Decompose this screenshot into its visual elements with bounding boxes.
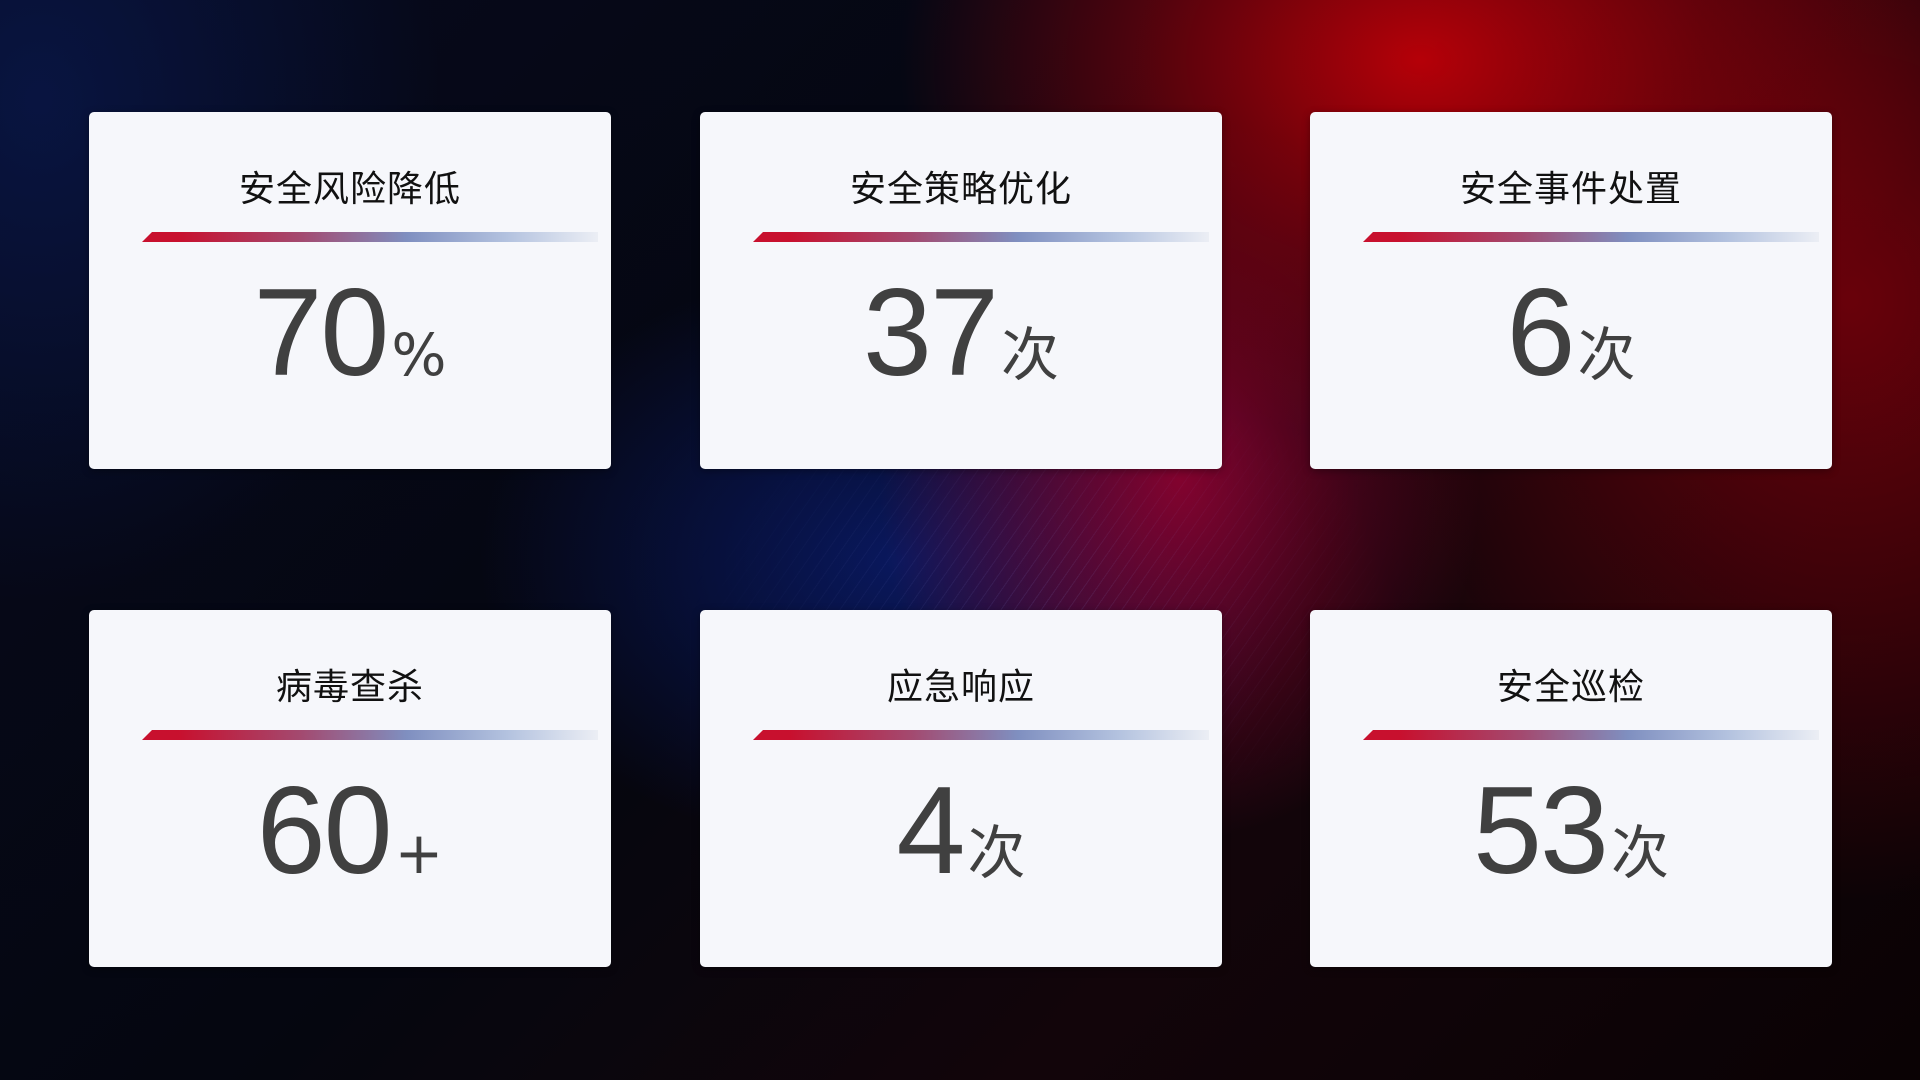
card-title: 安全风险降低: [238, 169, 461, 210]
value-unit: %: [391, 321, 447, 389]
card-title: 应急响应: [886, 667, 1035, 708]
card-value: 60+: [89, 760, 611, 902]
value-number: 6: [1506, 264, 1576, 402]
stat-card-virus-removal: 病毒查杀 60+: [89, 610, 611, 967]
value-unit: 次: [1000, 321, 1059, 389]
card-value: 6次: [1310, 262, 1832, 404]
value-unit: 次: [1577, 321, 1636, 389]
card-value: 37次: [700, 262, 1222, 404]
card-title: 病毒查杀: [275, 667, 424, 708]
card-divider-gradient: [1363, 730, 1819, 740]
value-number: 70: [253, 264, 389, 402]
card-value: 53次: [1310, 760, 1832, 902]
card-title: 安全事件处置: [1459, 169, 1682, 210]
card-title: 安全巡检: [1496, 667, 1645, 708]
card-divider-gradient: [753, 232, 1209, 242]
card-value: 4次: [700, 760, 1222, 902]
value-unit: 次: [967, 819, 1026, 887]
stat-card-risk-reduction: 安全风险降低 70%: [89, 112, 611, 469]
value-unit: +: [394, 819, 444, 887]
card-divider-gradient: [142, 232, 598, 242]
value-number: 37: [863, 264, 999, 402]
value-unit: 次: [1610, 819, 1669, 887]
card-divider-gradient: [142, 730, 598, 740]
stat-card-emergency-response: 应急响应 4次: [700, 610, 1222, 967]
stat-card-incident-handling: 安全事件处置 6次: [1310, 112, 1832, 469]
stat-card-policy-optimization: 安全策略优化 37次: [700, 112, 1222, 469]
value-number: 4: [896, 762, 966, 900]
stat-card-security-inspection: 安全巡检 53次: [1310, 610, 1832, 967]
value-number: 53: [1473, 762, 1609, 900]
card-divider-gradient: [753, 730, 1209, 740]
card-divider-gradient: [1363, 232, 1819, 242]
card-value: 70%: [89, 262, 611, 404]
value-number: 60: [256, 762, 393, 900]
card-title: 安全策略优化: [849, 169, 1072, 210]
